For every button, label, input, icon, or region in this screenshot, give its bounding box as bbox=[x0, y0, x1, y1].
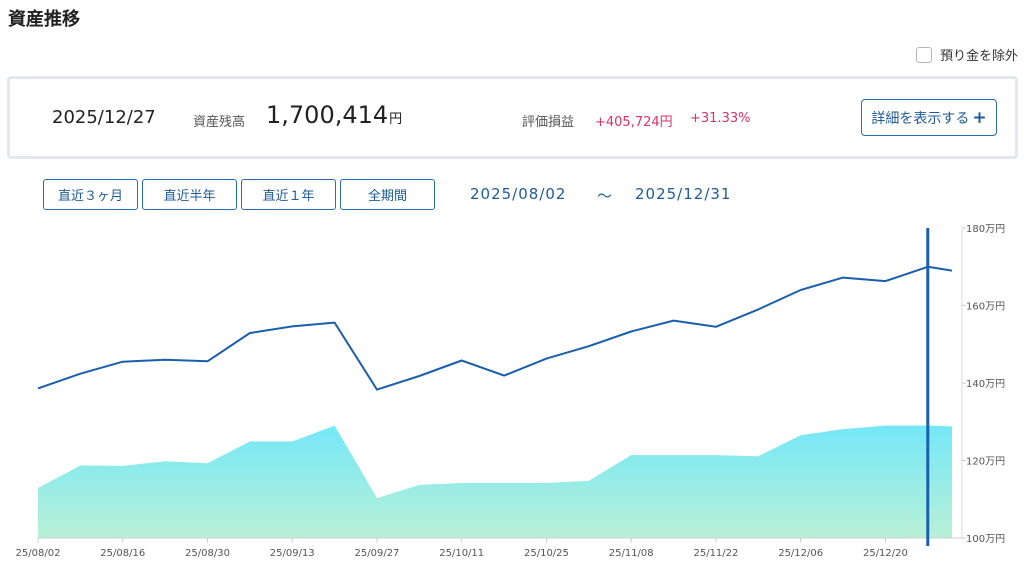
x-tick-label: 25/10/25 bbox=[524, 548, 569, 559]
range-selector: 直近３ヶ月 直近半年 直近１年 全期間 bbox=[43, 179, 435, 210]
x-tick-label: 25/12/20 bbox=[863, 548, 908, 559]
profit-loss-label: 評価損益 bbox=[522, 115, 575, 130]
exclude-deposit-toggle[interactable]: 預り金を除外 bbox=[915, 45, 1018, 64]
balance-amount: 1,700,414 bbox=[266, 101, 389, 129]
asset-line bbox=[37, 265, 953, 391]
y-tick-label: 160万円 bbox=[966, 302, 1005, 313]
asset-history-chart[interactable]: 100万円 120万円 140万円 160万円 180万円 25/08/02 25/08/1… bbox=[0, 210, 1024, 571]
balance-value: 1,700,414円 bbox=[266, 101, 402, 129]
x-tick-label: 25/09/13 bbox=[270, 548, 315, 559]
x-tick-label: 25/09/27 bbox=[355, 548, 400, 559]
asset-line-layer bbox=[37, 265, 953, 391]
asset-summary-panel: 2025/12/27 資産残高 1,700,414円 評価損益 +405,724… bbox=[7, 76, 1018, 159]
period-separator: ～ bbox=[597, 187, 614, 205]
x-tick-label: 25/08/16 bbox=[100, 548, 145, 559]
x-tick-label: 25/08/30 bbox=[185, 548, 230, 559]
range-3-months-button[interactable]: 直近３ヶ月 bbox=[43, 179, 138, 210]
period-from: 2025/08/02 bbox=[470, 185, 567, 203]
exclude-deposit-label: 預り金を除外 bbox=[939, 49, 1018, 64]
x-tick-label: 25/10/11 bbox=[439, 548, 484, 559]
profit-loss-amount: +405,724円 bbox=[595, 115, 673, 130]
range-1-year-button[interactable]: 直近１年 bbox=[241, 179, 336, 210]
profit-loss-percent: +31.33% bbox=[690, 111, 751, 126]
x-tick-label: 25/11/22 bbox=[693, 548, 738, 559]
y-tick-label: 120万円 bbox=[966, 457, 1005, 468]
range-6-months-button[interactable]: 直近半年 bbox=[142, 179, 237, 210]
period-to: 2025/12/31 bbox=[635, 185, 732, 203]
page-title: 資産推移 bbox=[8, 9, 80, 30]
y-tick-label: 180万円 bbox=[966, 224, 1005, 235]
plus-icon: + bbox=[972, 107, 987, 128]
deposit-area-layer bbox=[38, 425, 952, 538]
show-details-label: 詳細を表示する bbox=[871, 110, 970, 127]
balance-unit: 円 bbox=[389, 112, 403, 127]
balance-label: 資産残高 bbox=[193, 115, 246, 130]
y-tick-label: 140万円 bbox=[966, 379, 1005, 390]
y-tick-label: 100万円 bbox=[966, 534, 1005, 545]
x-tick-label: 25/08/02 bbox=[16, 548, 61, 559]
x-tick-label: 25/12/06 bbox=[778, 548, 823, 559]
deposit-area bbox=[38, 425, 952, 538]
show-details-button[interactable]: 詳細を表示する + bbox=[861, 99, 997, 136]
x-tick-label: 25/11/08 bbox=[609, 548, 654, 559]
exclude-deposit-checkbox[interactable] bbox=[915, 46, 932, 63]
chart-axes: 100万円 120万円 140万円 160万円 180万円 25/08/02 25/08/1… bbox=[16, 224, 1006, 559]
range-all-button[interactable]: 全期間 bbox=[340, 179, 435, 210]
summary-date: 2025/12/27 bbox=[52, 107, 156, 128]
